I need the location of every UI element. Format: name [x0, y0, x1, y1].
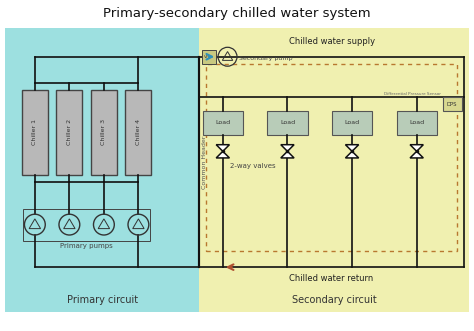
Text: Chiller 1: Chiller 1 — [32, 119, 37, 145]
Text: Secondary circuit: Secondary circuit — [292, 295, 376, 305]
Bar — [91, 90, 117, 175]
Bar — [267, 111, 308, 135]
Text: Load: Load — [345, 120, 360, 125]
Bar — [56, 90, 82, 175]
Text: Differential Pressure Sensor: Differential Pressure Sensor — [384, 91, 441, 96]
Text: Load: Load — [409, 120, 424, 125]
Text: DPS: DPS — [447, 102, 457, 107]
Bar — [332, 111, 372, 135]
Bar — [126, 90, 151, 175]
Text: Load: Load — [215, 120, 230, 125]
Bar — [199, 28, 469, 312]
Text: 2-way valves: 2-way valves — [230, 163, 275, 169]
Polygon shape — [216, 145, 229, 151]
Text: Primary circuit: Primary circuit — [67, 295, 138, 305]
Text: Load: Load — [280, 120, 295, 125]
Polygon shape — [281, 151, 294, 158]
Text: Primary pumps: Primary pumps — [60, 243, 113, 249]
Bar — [22, 90, 48, 175]
Text: Common Header: Common Header — [202, 135, 207, 189]
Bar — [5, 28, 199, 312]
Polygon shape — [346, 151, 359, 158]
Polygon shape — [410, 145, 423, 151]
Text: Primary-secondary chilled water system: Primary-secondary chilled water system — [103, 7, 371, 20]
Text: Chiller 4: Chiller 4 — [136, 119, 141, 145]
Bar — [201, 50, 216, 64]
Text: Chiller 3: Chiller 3 — [101, 119, 106, 145]
Text: Chiller 2: Chiller 2 — [67, 119, 72, 145]
Bar — [203, 111, 243, 135]
Bar — [443, 97, 462, 111]
Polygon shape — [410, 151, 423, 158]
Bar — [206, 64, 457, 251]
Polygon shape — [281, 145, 294, 151]
Text: VFD: VFD — [204, 55, 213, 59]
Bar — [23, 209, 150, 241]
Text: Chilled water supply: Chilled water supply — [289, 37, 374, 46]
Bar — [397, 111, 437, 135]
Text: Secondary pump: Secondary pump — [239, 56, 293, 61]
Text: Chilled water return: Chilled water return — [290, 274, 374, 283]
Polygon shape — [216, 151, 229, 158]
Polygon shape — [346, 145, 359, 151]
